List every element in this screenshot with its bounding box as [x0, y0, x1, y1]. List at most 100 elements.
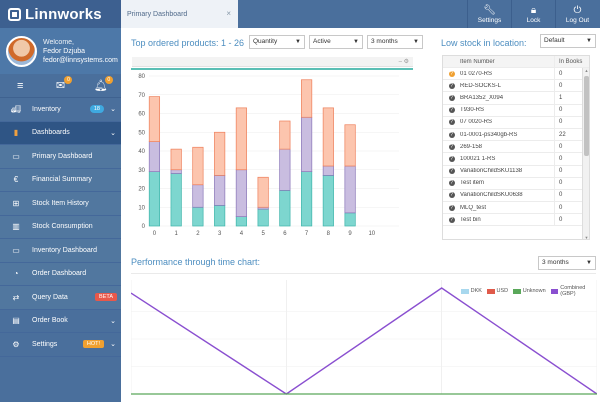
- question-icon[interactable]: ?: [448, 216, 455, 223]
- question-icon[interactable]: ?: [448, 82, 455, 89]
- bar-segment: [279, 148, 291, 191]
- logout-button[interactable]: ⏻ Log Out: [555, 0, 599, 28]
- sidebar-item-stock-consumption[interactable]: ▥ Stock Consumption: [0, 215, 121, 239]
- item-number-cell: 269-158: [460, 143, 483, 150]
- sidebar-badge: HOT!: [82, 340, 104, 349]
- chevron-down-icon[interactable]: ⌄: [110, 106, 116, 114]
- legend-label[interactable]: Unknown: [522, 288, 546, 294]
- table-row[interactable]: ? T930-RS 0: [443, 104, 589, 117]
- question-icon[interactable]: ?: [448, 168, 455, 175]
- sidebar-item-label: Stock Item History: [32, 199, 89, 207]
- book-icon: ▤: [12, 316, 20, 326]
- period-select[interactable]: 3 months ▼: [367, 35, 423, 49]
- x-tick-label: 10: [368, 231, 375, 237]
- question-icon[interactable]: ?: [448, 94, 455, 101]
- performance-period-select[interactable]: 3 months ▼: [538, 256, 596, 270]
- sidebar-item-label: Order Dashboard: [32, 270, 87, 278]
- table-row[interactable]: ? 269-158 0: [443, 141, 589, 154]
- table-row[interactable]: ? 07 0020-RS 0: [443, 116, 589, 129]
- sidebar: Linnworks Welcome, Fedor Dzjuba fedor@li…: [0, 0, 121, 402]
- lock-label: Lock: [526, 16, 541, 24]
- table-row[interactable]: ? MLQ_test 0: [443, 202, 589, 215]
- table-row[interactable]: ? 01-0001-ps340gb-RS 22: [443, 128, 589, 142]
- table-row[interactable]: ? BRA1352_X094 1: [443, 92, 589, 105]
- wrench-icon: 🔧︎: [483, 4, 496, 16]
- question-icon[interactable]: ?: [448, 155, 455, 162]
- legend-label[interactable]: DKK: [470, 288, 482, 294]
- y-tick-label: 20: [138, 187, 145, 193]
- sidebar-item-order-book[interactable]: ▤ Order Book ⌄: [0, 309, 121, 333]
- sidebar-item-settings[interactable]: ⚙ Settings HOT! ⌄: [0, 333, 121, 357]
- question-icon[interactable]: ?: [448, 192, 455, 199]
- tab-primary-dashboard[interactable]: Primary Dashboard ×: [121, 0, 238, 28]
- low-stock-title: Low stock in location:: [441, 38, 527, 48]
- column-header-item-number[interactable]: Item Number: [460, 58, 495, 65]
- settings-button[interactable]: 🔧︎ Settings: [467, 0, 511, 28]
- notifications-bell-icon[interactable]: 🔔︎ 0: [94, 75, 113, 92]
- sidebar-item-dashboards[interactable]: ▮ Dashboards ⌄: [0, 121, 121, 145]
- sidebar-item-stock-item-history[interactable]: ⊞ Stock Item History: [0, 192, 121, 216]
- table-scrollbar[interactable]: ▲ ▼: [582, 68, 589, 240]
- sidebar-item-order-dashboard[interactable]: ◔ Order Dashboard: [0, 262, 121, 286]
- sidebar-item-inventory-dashboard[interactable]: ▭ Inventory Dashboard: [0, 239, 121, 263]
- chart-options-icon[interactable]: – ⚙: [398, 59, 409, 65]
- question-icon[interactable]: ?: [448, 119, 455, 126]
- avatar[interactable]: [6, 35, 37, 67]
- chevron-down-icon[interactable]: ⌄: [110, 129, 116, 137]
- caret-down-icon: ▼: [295, 39, 301, 45]
- scroll-up-icon[interactable]: ▲: [584, 68, 589, 73]
- table-row[interactable]: ? 01 0270-RS 0: [443, 68, 589, 81]
- question-icon[interactable]: ?: [448, 204, 455, 211]
- column-header-in-books[interactable]: In Books: [554, 56, 589, 67]
- logout-label: Log Out: [565, 16, 590, 24]
- hamburger-menu-icon[interactable]: ≡: [16, 79, 24, 92]
- question-icon[interactable]: ?: [448, 131, 455, 138]
- sidebar-item-inventory[interactable]: 🚚︎ Inventory 18 ⌄: [0, 98, 121, 122]
- bar-segment: [192, 206, 204, 227]
- caret-down-icon: ▼: [586, 38, 592, 44]
- location-select[interactable]: Default ▼: [540, 34, 596, 48]
- scrollbar-thumb[interactable]: [584, 76, 589, 156]
- sidebar-item-label: Inventory: [32, 105, 61, 113]
- sidebar-badge: BETA: [95, 293, 117, 302]
- messages-icon[interactable]: ✉ 0: [53, 75, 73, 92]
- dashboards-icon: ▮: [13, 128, 19, 138]
- table-row[interactable]: ? Test bin 0: [443, 214, 589, 227]
- bar-segment: [322, 165, 334, 176]
- y-tick-label: 80: [138, 74, 145, 80]
- legend-label[interactable]: USD: [496, 288, 509, 294]
- question-icon[interactable]: ?: [448, 107, 455, 114]
- legend-label[interactable]: Combined (GBP): [560, 285, 586, 297]
- table-row[interactable]: ? Test item 0: [443, 177, 589, 190]
- scroll-down-icon[interactable]: ▼: [584, 235, 589, 240]
- app-logo[interactable]: Linnworks: [0, 0, 121, 28]
- y-tick-label: 40: [138, 149, 145, 155]
- sidebar-item-primary-dashboard[interactable]: ▭ Primary Dashboard: [0, 145, 121, 169]
- table-row[interactable]: ? VariationChildSKU1138 0: [443, 165, 589, 178]
- bar-segment: [301, 171, 313, 227]
- question-icon[interactable]: ?: [448, 143, 455, 150]
- bar-segment: [235, 107, 247, 171]
- chart-toolbar: – ⚙: [132, 57, 413, 67]
- lock-button[interactable]: 🔒︎ Lock: [511, 0, 555, 28]
- status-select[interactable]: Active ▼: [309, 35, 363, 49]
- table-row[interactable]: ? 100021 1-RS 0: [443, 153, 589, 166]
- sidebar-item-label: Financial Summary: [32, 176, 92, 184]
- in-books-cell: 0: [554, 202, 589, 214]
- table-row[interactable]: ? VariationChildSKU0638 0: [443, 189, 589, 203]
- question-icon[interactable]: ?: [448, 180, 455, 187]
- warning-icon[interactable]: ?: [448, 70, 455, 77]
- x-tick-label: 9: [348, 231, 352, 237]
- notifications-count-badge: 0: [104, 75, 113, 84]
- sidebar-item-financial-summary[interactable]: € Financial Summary: [0, 168, 121, 192]
- bar-segment: [257, 176, 269, 208]
- metric-select[interactable]: Quantity ▼: [249, 35, 305, 49]
- chevron-down-icon[interactable]: ⌄: [110, 341, 116, 349]
- chevron-down-icon[interactable]: ⌄: [110, 317, 116, 325]
- close-icon[interactable]: ×: [226, 9, 231, 18]
- table-row[interactable]: ? RED-SOCKS-L 0: [443, 80, 589, 93]
- sidebar-item-query-data[interactable]: ⇄ Query Data BETA: [0, 286, 121, 310]
- bar-segment: [301, 79, 313, 118]
- bar-segment: [170, 148, 182, 171]
- bar-segment: [214, 131, 226, 176]
